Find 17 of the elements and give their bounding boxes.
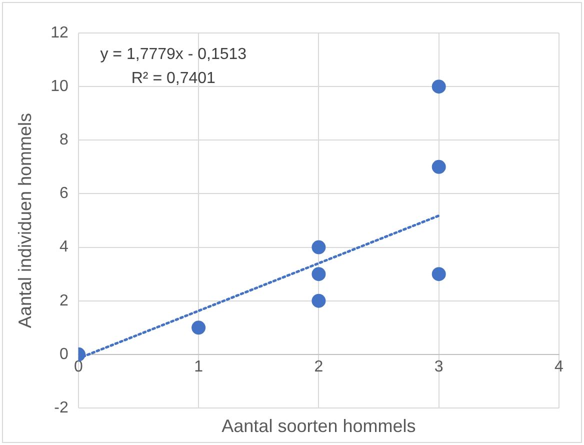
y-tick-label: 8 [59,132,68,149]
y-tick-label: 4 [59,238,68,256]
x-tick-label: 4 [554,358,564,376]
x-tick-label: 2 [314,358,324,376]
y-tick-label: 6 [59,185,68,202]
y-tick-label: 12 [50,24,68,42]
annotation: y = 1,7779x - 0,1513 [100,46,247,63]
y-tick-label: 2 [59,292,68,310]
x-axis-title: Aantal soorten hommels [222,416,416,436]
y-tick-label: 0 [59,346,68,363]
x-tick-label: 3 [434,358,444,376]
y-tick-label: -2 [54,399,68,416]
x-tick-label: 0 [74,358,83,376]
y-axis-title: Aantal individuen hommels [14,112,35,328]
annotation: R² = 0,7401 [131,70,216,87]
x-tick-label: 1 [194,358,204,376]
y-tick-label: 10 [50,78,68,95]
